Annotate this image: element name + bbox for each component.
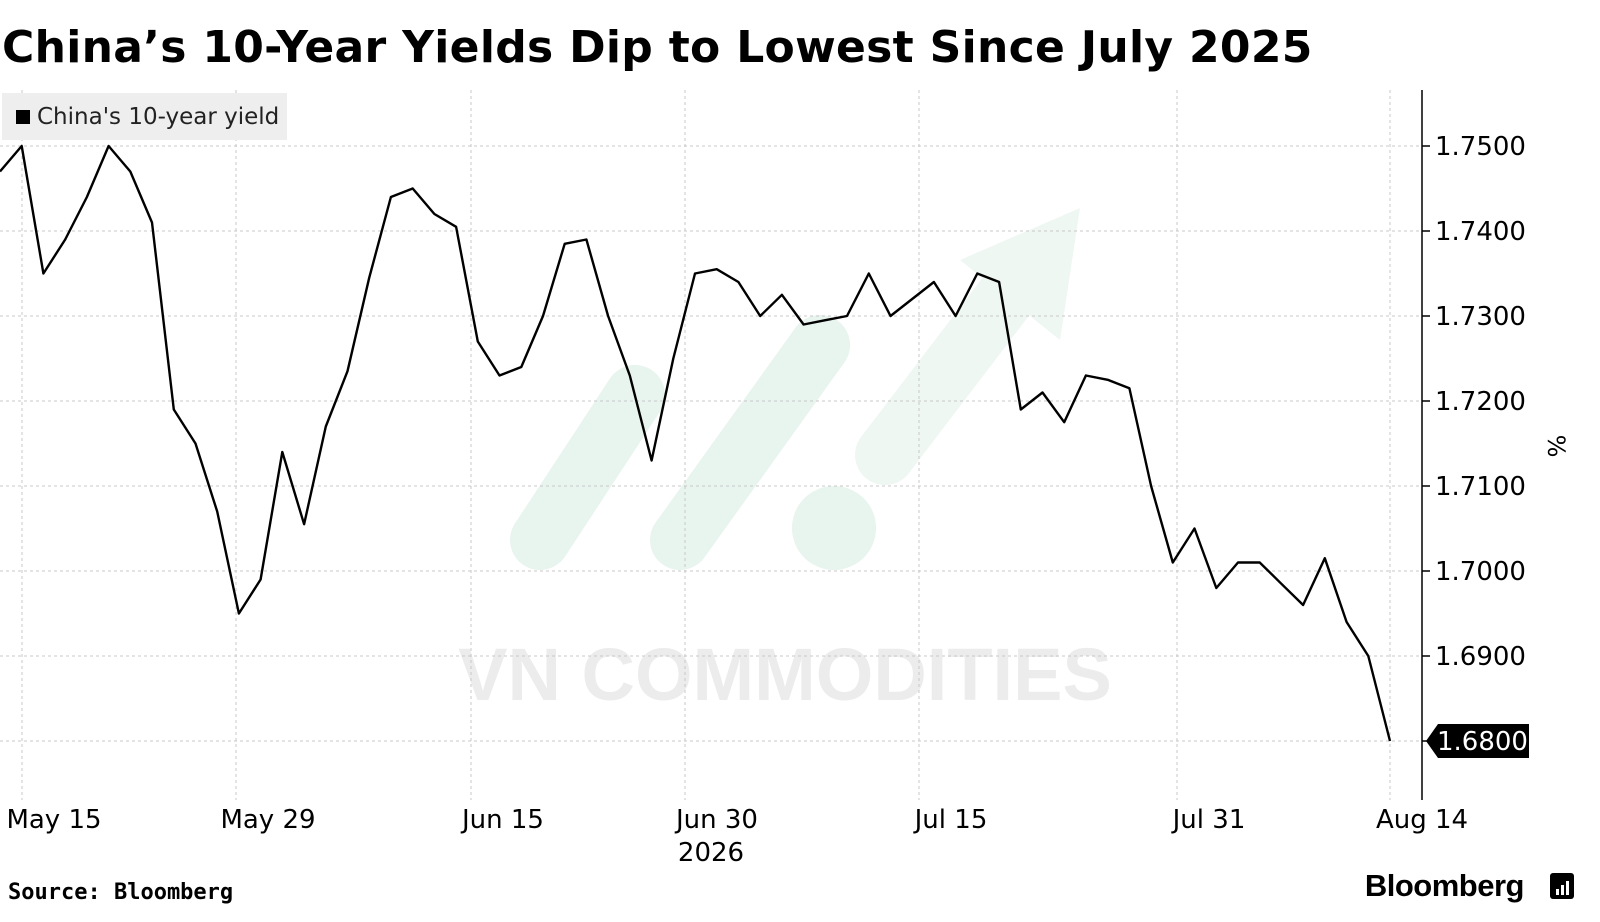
watermark-text: VN COMMODITIES <box>458 633 1112 716</box>
x-tick-year-label: 2026 <box>678 838 744 868</box>
last-value-marker: 1.6800 <box>1426 724 1529 758</box>
x-tick-label: Jun 15 <box>460 805 544 835</box>
brand-logo-text: Bloomberg <box>1364 868 1525 903</box>
last-value-label: 1.6800 <box>1437 727 1528 757</box>
x-tick-label: Jul 15 <box>913 805 988 835</box>
y-tick-label: 1.7500 <box>1435 132 1526 162</box>
bloomberg-terminal-icon <box>1550 873 1574 899</box>
series-line-china-10-year-yield <box>0 144 1392 742</box>
chart-grid <box>0 90 1422 800</box>
chart-title: China’s 10-Year Yields Dip to Lowest Sin… <box>2 22 1313 73</box>
x-tick-label: May 15 <box>6 805 101 835</box>
legend: China's 10-year yield <box>2 93 287 140</box>
x-tick-label: Jun 30 <box>674 805 758 835</box>
x-tick-label: May 29 <box>220 805 315 835</box>
x-tick-label: Jul 31 <box>1171 805 1246 835</box>
source-note: Source: Bloomberg <box>8 880 234 905</box>
y-tick-label: 1.7000 <box>1435 557 1526 587</box>
y-tick-label: 1.7400 <box>1435 217 1526 247</box>
y-tick-label: 1.7200 <box>1435 387 1526 417</box>
series-layer <box>0 144 1392 742</box>
last-value-badge <box>1426 724 1529 758</box>
y-tick-label: 1.7300 <box>1435 302 1526 332</box>
legend-swatch <box>16 109 30 124</box>
x-tick-label: Aug 14 <box>1376 805 1468 835</box>
y-axis-unit-label: % <box>1542 435 1570 458</box>
y-tick-label: 1.6900 <box>1435 642 1526 672</box>
legend-label: China's 10-year yield <box>37 103 280 130</box>
y-axis: 1.6900 1.7000 1.7100 1.7200 1.7300 1.7400 1.75… <box>1421 90 1570 800</box>
watermark-logo: VN COMMODITIES <box>458 208 1112 716</box>
y-tick-label: 1.7100 <box>1435 472 1526 502</box>
